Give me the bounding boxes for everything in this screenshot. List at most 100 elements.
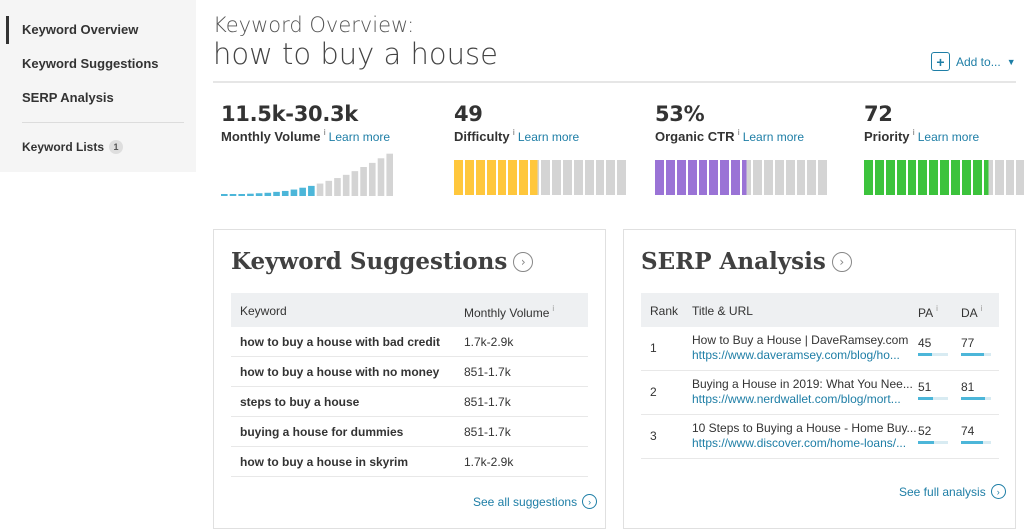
keyword-lists-label: Keyword Lists [22, 140, 105, 154]
volume-bar [238, 194, 246, 196]
meter-segment [962, 160, 971, 195]
see-full-analysis-link[interactable]: See full analysis › [899, 484, 1006, 499]
pa-bar-fill [918, 353, 932, 356]
plus-icon: + [931, 52, 950, 71]
volume-cell: 1.7k-2.9k [464, 335, 514, 349]
meter-segment [796, 160, 806, 195]
result-url-link[interactable]: https://www.daveramsey.com/blog/ho... [692, 348, 900, 362]
da-bar [961, 397, 991, 400]
meter-segment [595, 160, 605, 195]
priority-label: Priority [864, 129, 910, 144]
keyword-cell[interactable]: buying a house for dummies [240, 425, 404, 439]
add-to-button[interactable]: + Add to... ▼ [931, 52, 1016, 71]
monthly-volume-bar-chart [221, 153, 393, 196]
meter-segment [698, 160, 708, 195]
result-url-link[interactable]: https://www.discover.com/home-loans/... [692, 436, 907, 450]
table-row[interactable]: how to buy a house in skyrim 1.7k-2.9k [231, 447, 588, 477]
info-icon[interactable]: i [980, 304, 983, 313]
see-all-suggestions-link[interactable]: See all suggestions › [473, 494, 598, 509]
info-icon[interactable]: i [512, 128, 515, 137]
volume-cell: 851-1.7k [464, 425, 511, 439]
table-row[interactable]: steps to buy a house 851-1.7k [231, 387, 588, 417]
table-row[interactable]: how to buy a house with no money 851-1.7k [231, 357, 588, 387]
volume-bar [308, 185, 315, 196]
circle-arrow-icon[interactable]: › [513, 252, 534, 272]
see-full-analysis-label: See full analysis [899, 484, 986, 499]
page-title: how to buy a house [213, 37, 499, 71]
organic-ctr-learn-more-link[interactable]: Learn more [742, 130, 805, 144]
meter-segment [541, 160, 551, 195]
meter-segment [464, 160, 474, 195]
col-keyword[interactable]: Keyword [240, 304, 287, 318]
monthly-volume-learn-more-link[interactable]: Learn more [328, 130, 391, 144]
rank-cell: 3 [650, 429, 657, 443]
table-row[interactable]: buying a house for dummies 851-1.7k [231, 417, 588, 447]
meter-segment [530, 160, 540, 195]
metric-organic-ctr: 53% Organic CTR i Learn more [655, 102, 804, 144]
da-bar-fill [961, 397, 986, 400]
table-row: 1 How to Buy a House | DaveRamsey.com http… [641, 327, 999, 371]
circle-arrow-icon[interactable]: › [831, 252, 852, 272]
page-label: Keyword Overview: [213, 13, 415, 37]
info-icon[interactable]: i [552, 304, 555, 313]
col-title-url[interactable]: Title & URL [692, 304, 753, 318]
sidebar-item-keyword-suggestions[interactable]: Keyword Suggestions [22, 56, 159, 71]
meter-segment [753, 160, 762, 195]
keyword-cell[interactable]: how to buy a house in skyrim [240, 455, 409, 469]
keyword-cell[interactable]: how to buy a house with bad credit [240, 335, 441, 349]
meter-segment [687, 160, 697, 195]
sidebar: Keyword Overview Keyword Suggestions SER… [0, 0, 196, 172]
col-monthly-volume[interactable]: Monthly Volume i [464, 304, 554, 320]
sidebar-item-keyword-lists[interactable]: Keyword Lists 1 [22, 140, 124, 154]
rank-cell: 2 [650, 385, 657, 399]
result-url-link[interactable]: https://www.nerdwallet.com/blog/mort... [692, 392, 901, 406]
pa-bar [918, 441, 948, 444]
keyword-suggestions-card: Keyword Suggestions › Keyword Monthly Vol… [213, 229, 606, 529]
meter-segment [606, 160, 616, 195]
meter-segment [918, 160, 928, 195]
table-row[interactable]: how to buy a house with bad credit 1.7k-2… [231, 327, 588, 357]
info-icon[interactable]: i [323, 128, 326, 137]
info-icon[interactable]: i [936, 304, 938, 313]
info-icon[interactable]: i [912, 128, 915, 137]
organic-ctr-value: 53% [655, 102, 705, 126]
keyword-suggestions-title[interactable]: Keyword Suggestions › [231, 248, 534, 275]
rank-cell: 1 [650, 341, 657, 355]
pa-cell: 51 [918, 380, 932, 394]
meter-segment [742, 160, 752, 195]
sidebar-item-keyword-overview[interactable]: Keyword Overview [22, 22, 139, 37]
keyword-suggestions-table-header: Keyword Monthly Volume i [231, 293, 588, 327]
meter-segment [508, 160, 518, 195]
pa-bar [918, 397, 948, 400]
meter-segment [497, 160, 507, 195]
keyword-cell[interactable]: steps to buy a house [240, 395, 360, 409]
meter-segment [1016, 160, 1024, 195]
meter-segment [774, 160, 784, 195]
keyword-cell[interactable]: how to buy a house with no money [240, 365, 440, 379]
active-indicator [6, 16, 9, 44]
monthly-volume-label: Monthly Volume [221, 129, 321, 144]
info-icon[interactable]: i [737, 128, 740, 137]
serp-analysis-title-text: SERP Analysis [641, 248, 826, 275]
meter-segment [885, 160, 895, 195]
meter-segment [785, 160, 795, 195]
col-da[interactable]: DA i [961, 304, 982, 320]
priority-learn-more-link[interactable]: Learn more [917, 130, 980, 144]
meter-segment [1005, 160, 1015, 195]
serp-analysis-title[interactable]: SERP Analysis › [641, 248, 852, 275]
volume-bar [360, 167, 367, 196]
da-bar [961, 441, 991, 444]
meter-segment [709, 160, 719, 195]
difficulty-learn-more-link[interactable]: Learn more [517, 130, 580, 144]
col-pa[interactable]: PA i [918, 304, 938, 320]
da-cell: 77 [961, 336, 975, 350]
da-bar-fill [961, 353, 985, 356]
table-row: 2 Buying a House in 2019: What You Nee...… [641, 371, 999, 415]
metric-difficulty: 49 Difficulty i Learn more [454, 102, 579, 144]
meter-segment [552, 160, 561, 195]
volume-bar [221, 194, 228, 196]
sidebar-item-serp-analysis[interactable]: SERP Analysis [22, 90, 114, 105]
col-rank[interactable]: Rank [650, 304, 679, 318]
circle-arrow-icon: › [582, 494, 598, 509]
volume-cell: 851-1.7k [464, 365, 511, 379]
